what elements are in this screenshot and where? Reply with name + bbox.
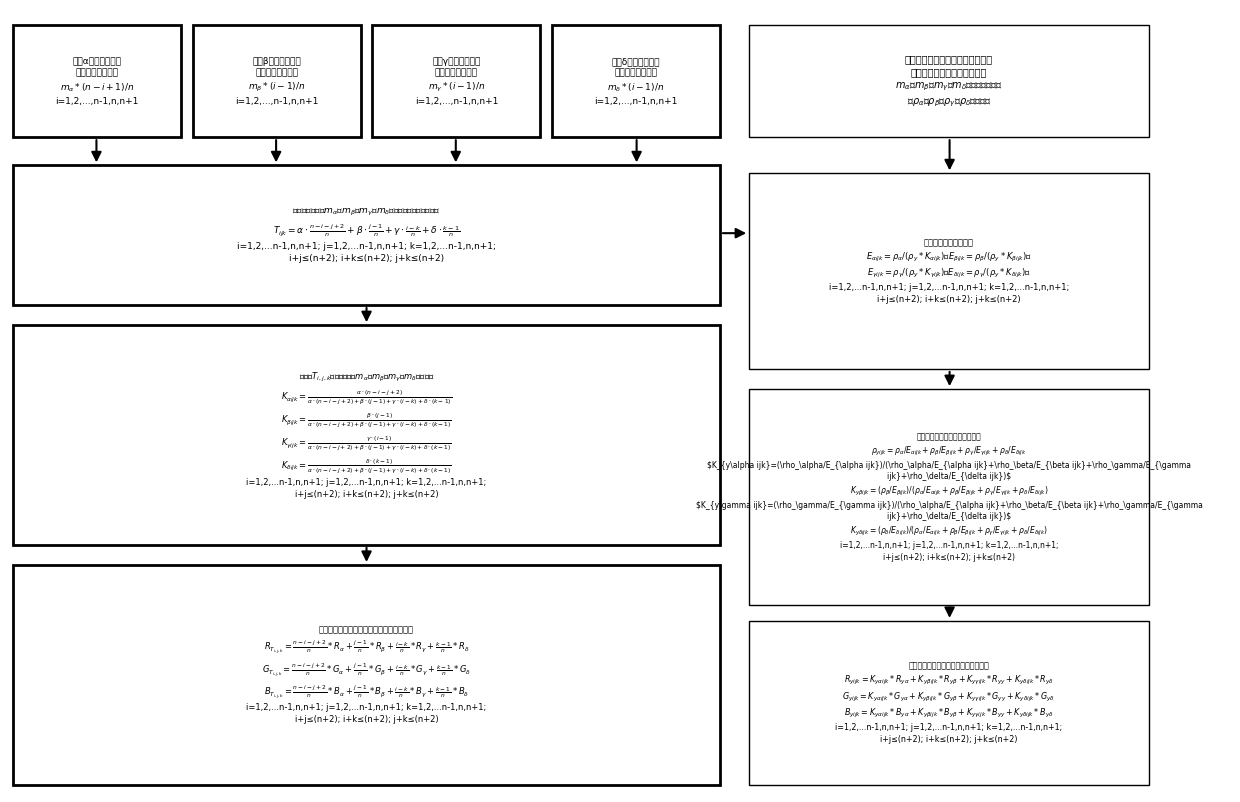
FancyBboxPatch shape bbox=[749, 26, 1149, 137]
Text: 经配棉、拼花、排包、开清棉、并
条、粗纱等工序将三基色纤维
$m_\alpha$、$m_\beta$、$m_\gamma$、$m_\delta$分别制成线密度
: 经配棉、拼花、排包、开清棉、并 条、粗纱等工序将三基色纤维 $m_\alpha$… bbox=[895, 54, 1003, 109]
Text: 构建β颜色纤维质量
递增序列及其通式
$m_\beta*(i-1)/n$
i=1,2,...,n-1,n,n+1: 构建β颜色纤维质量 递增序列及其通式 $m_\beta*(i-1)/n$ i=1… bbox=[236, 57, 319, 106]
FancyBboxPatch shape bbox=[192, 26, 361, 137]
Text: 构建α颜色纤维质量
递减序列及其通式
$m_\alpha*(n-i+1)/n$
i=1,2,...,n-1,n,n+1: 构建α颜色纤维质量 递减序列及其通式 $m_\alpha*(n-i+1)/n$ … bbox=[56, 57, 139, 106]
Text: 构建四基色纤维$m_\alpha$、$m_\beta$、$m_\gamma$、$m_\delta$的耦合配对序列及其通式
$T_{ijk}=\alpha\cdo: 构建四基色纤维$m_\alpha$、$m_\beta$、$m_\gamma$、$… bbox=[237, 207, 496, 263]
Text: 构建δ颜色纤维质量
递增序列及其通式
$m_\delta*(i-1)/n$
i=1,2,...,n-1,n,n+1: 构建δ颜色纤维质量 递增序列及其通式 $m_\delta*(i-1)/n$ i=… bbox=[594, 57, 678, 106]
FancyBboxPatch shape bbox=[12, 325, 720, 545]
FancyBboxPatch shape bbox=[12, 165, 720, 305]
FancyBboxPatch shape bbox=[12, 565, 720, 784]
FancyBboxPatch shape bbox=[552, 26, 720, 137]
Text: 各子样$T_{i,j,k}$中四基色纤维$m_\alpha$、$m_\beta$、$m_\gamma$、$m_\delta$的混合比
$K_{\alpha ij: 各子样$T_{i,j,k}$中四基色纤维$m_\alpha$、$m_\beta$… bbox=[247, 371, 486, 499]
Text: 均匀混合四基色纤维各子样颜色值及其色谱
$R_{T_{i,j,k}}=\frac{n-i-j+2}{n}*R_\alpha+\frac{j-1}{n}*R_\b: 均匀混合四基色纤维各子样颜色值及其色谱 $R_{T_{i,j,k}}=\frac… bbox=[247, 626, 486, 724]
FancyBboxPatch shape bbox=[749, 389, 1149, 605]
Text: 数码纺各段纱线颜色值及渐变色色谱：
$R_{yijk}=K_{y\alpha ijk}*R_{y\alpha}+K_{y\beta ijk}*R_{y\beta: 数码纺各段纱线颜色值及渐变色色谱： $R_{yijk}=K_{y\alpha i… bbox=[836, 662, 1063, 743]
FancyBboxPatch shape bbox=[749, 621, 1149, 784]
FancyBboxPatch shape bbox=[372, 26, 541, 137]
Text: 构建γ颜色纤维质量
递增序列及其通式
$m_\gamma*(i-1)/n$
i=1,2,...,n-1,n,n+1: 构建γ颜色纤维质量 递增序列及其通式 $m_\gamma*(i-1)/n$ i=… bbox=[414, 57, 498, 106]
FancyBboxPatch shape bbox=[12, 26, 181, 137]
FancyBboxPatch shape bbox=[749, 173, 1149, 369]
Text: 数码纺各纱段线密度及混纺比：
$\rho_{yijk}=\rho_\alpha/E_{\alpha ijk}+\rho_\beta/E_{\beta ijk}+: 数码纺各纱段线密度及混纺比： $\rho_{yijk}=\rho_\alpha/… bbox=[696, 432, 1203, 561]
Text: 数码纺各纱段牵伸比：
$E_{\alpha ijk}=\rho_\alpha/(\rho_y*K_{\alpha ijk})$；$E_{\beta ijk}=\: 数码纺各纱段牵伸比： $E_{\alpha ijk}=\rho_\alpha/(… bbox=[828, 238, 1069, 304]
